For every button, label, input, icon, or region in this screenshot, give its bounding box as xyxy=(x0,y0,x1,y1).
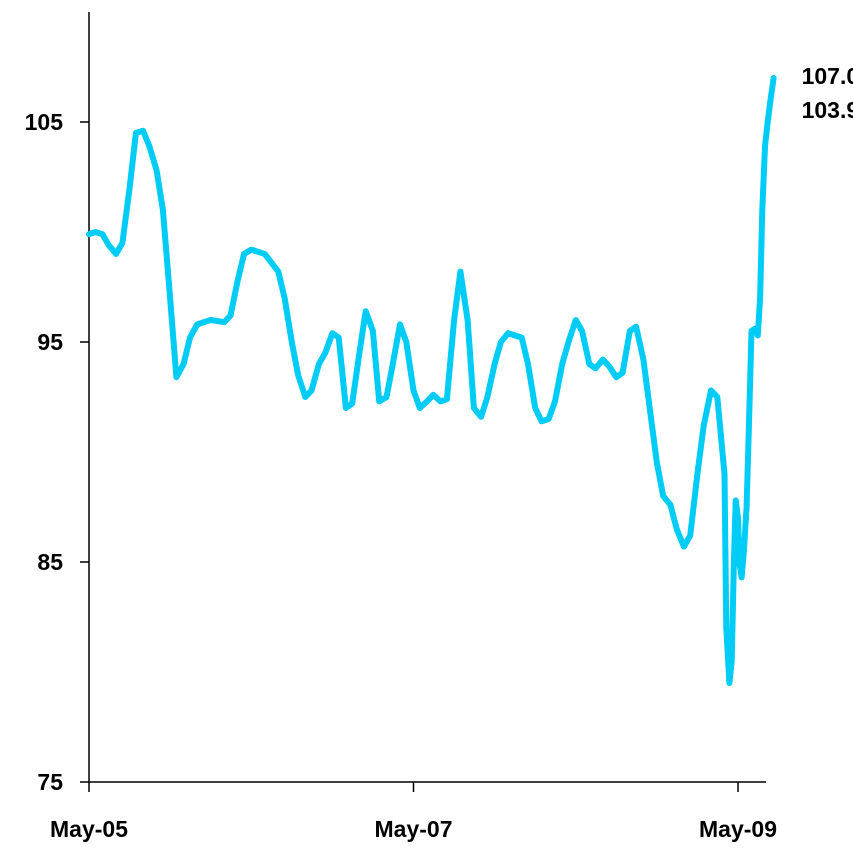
y-tick-label: 95 xyxy=(37,329,63,355)
x-tick-label: May-05 xyxy=(50,816,128,842)
series-line xyxy=(86,75,777,686)
series-layer xyxy=(86,75,777,686)
x-tick-label: May-07 xyxy=(375,816,453,842)
x-tick-label: May-09 xyxy=(699,816,777,842)
y-tick-label: 75 xyxy=(37,769,63,795)
y-tick-label: 85 xyxy=(37,549,63,575)
y-tick-label: 105 xyxy=(25,109,64,135)
axes xyxy=(80,12,766,792)
tick-labels: 75 85 95 105 May-05 May-07 May-09 xyxy=(25,109,777,842)
data-label: 107.0 xyxy=(802,63,853,89)
data-label: 103.9 xyxy=(802,97,853,123)
annotations: 107.0 103.9 xyxy=(802,63,853,123)
